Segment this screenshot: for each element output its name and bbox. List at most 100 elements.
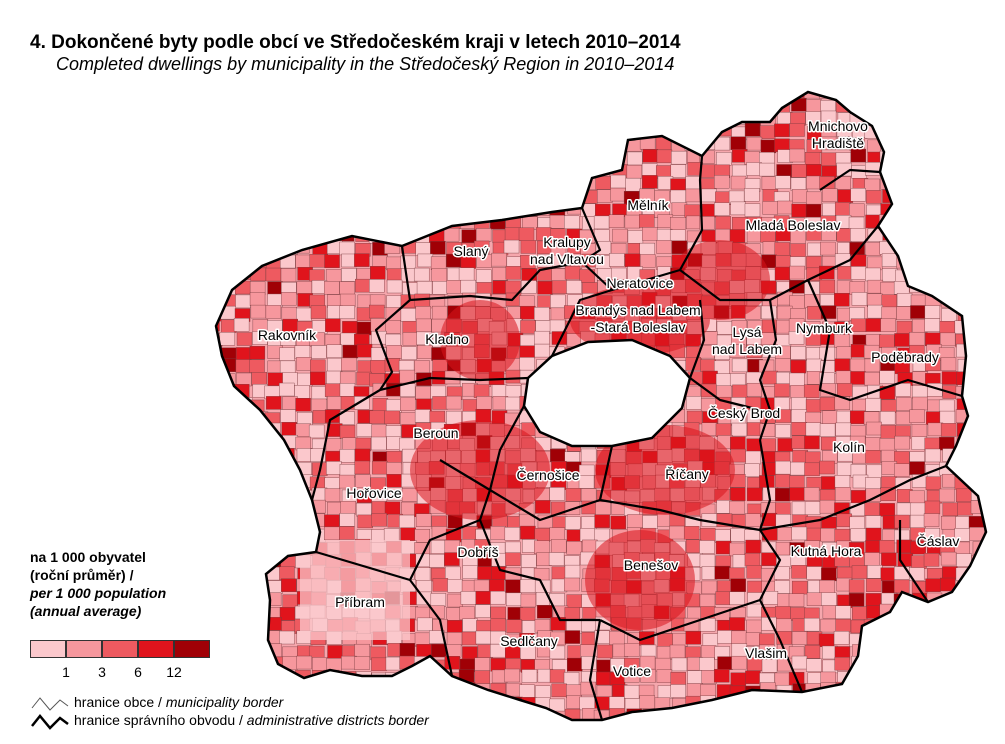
municipality-cell bbox=[760, 438, 776, 452]
municipality-cell bbox=[911, 436, 928, 450]
municipality-cell bbox=[971, 580, 986, 594]
municipality-cell bbox=[833, 631, 850, 645]
municipality-cell bbox=[911, 109, 927, 124]
municipality-cell bbox=[279, 177, 295, 191]
municipality-cell bbox=[924, 500, 941, 515]
municipality-cell bbox=[777, 527, 793, 541]
municipality-cell bbox=[280, 332, 296, 346]
municipality-cell bbox=[790, 724, 805, 737]
municipality-cell bbox=[984, 542, 986, 557]
municipality-cell bbox=[776, 618, 792, 633]
municipality-cell bbox=[864, 552, 880, 566]
municipality-cell bbox=[447, 579, 463, 593]
municipality-cell bbox=[746, 344, 762, 358]
municipality-cell bbox=[220, 435, 236, 449]
municipality-cell bbox=[447, 593, 463, 608]
municipality-cell bbox=[849, 708, 865, 720]
municipality-cell bbox=[504, 164, 521, 179]
municipality-cell bbox=[417, 92, 433, 99]
municipality-cell bbox=[356, 321, 373, 336]
municipality-cell bbox=[219, 215, 235, 230]
municipality-cell bbox=[746, 619, 762, 634]
municipality-cell bbox=[216, 382, 222, 397]
municipality-cell bbox=[338, 124, 355, 138]
municipality-cell bbox=[897, 229, 913, 243]
municipality-cell bbox=[281, 292, 297, 306]
municipality-cell bbox=[984, 320, 986, 334]
municipality-cell bbox=[822, 188, 838, 202]
municipality-cell bbox=[414, 165, 431, 180]
municipality-cell bbox=[791, 631, 808, 645]
municipality-cell bbox=[401, 204, 417, 218]
municipality-cell bbox=[235, 294, 251, 309]
municipality-cell bbox=[566, 541, 582, 555]
municipality-cell bbox=[296, 527, 312, 541]
municipality-cell bbox=[446, 164, 462, 178]
district-border-label-en: administrative districts border bbox=[246, 712, 429, 728]
municipality-cell bbox=[415, 696, 432, 711]
municipality-cell bbox=[216, 514, 221, 528]
municipality-cell bbox=[897, 163, 913, 177]
municipality-cell bbox=[956, 112, 972, 126]
municipality-cell bbox=[880, 632, 897, 647]
municipality-cell bbox=[325, 227, 341, 241]
municipality-cell bbox=[417, 253, 434, 268]
municipality-cell bbox=[505, 385, 522, 399]
municipality-cell bbox=[894, 463, 910, 477]
municipality-cell bbox=[625, 92, 641, 100]
municipality-cell bbox=[222, 162, 238, 177]
municipality-cell bbox=[234, 255, 251, 269]
municipality-cell bbox=[953, 592, 970, 606]
municipality-cell bbox=[924, 318, 940, 332]
municipality-cell bbox=[596, 123, 612, 137]
municipality-cell bbox=[493, 721, 508, 734]
municipality-cell bbox=[216, 568, 221, 582]
municipality-cell bbox=[834, 92, 851, 101]
municipality-cell bbox=[910, 97, 926, 112]
legend-title-en-2: (annual average) bbox=[30, 603, 142, 619]
municipality-cell bbox=[820, 136, 837, 151]
municipality-cell bbox=[717, 656, 733, 670]
municipality-cell bbox=[789, 372, 805, 387]
municipality-cell bbox=[505, 92, 521, 99]
municipality-cell bbox=[774, 383, 790, 397]
municipality-cell bbox=[851, 565, 868, 579]
municipality-cell bbox=[957, 603, 973, 618]
municipality-cell bbox=[354, 656, 370, 670]
municipality-cell bbox=[714, 202, 730, 216]
municipality-cell bbox=[267, 151, 283, 165]
municipality-cell bbox=[789, 123, 805, 137]
municipality-cell bbox=[819, 711, 835, 720]
municipality-cell bbox=[940, 551, 957, 566]
municipality-cell bbox=[807, 724, 822, 737]
municipality-cell bbox=[432, 396, 448, 410]
municipality-cell bbox=[744, 552, 761, 567]
municipality-cell bbox=[880, 723, 895, 736]
municipality-cell bbox=[564, 136, 580, 150]
municipality-cell bbox=[639, 214, 655, 228]
municipality-cell bbox=[216, 256, 220, 270]
municipality-cell bbox=[312, 92, 328, 102]
municipality-cell bbox=[429, 553, 445, 568]
municipality-cell bbox=[986, 241, 1001, 254]
municipality-cell bbox=[715, 591, 731, 605]
municipality-cell bbox=[221, 565, 238, 580]
municipality-cell bbox=[609, 631, 625, 645]
municipality-cell bbox=[446, 280, 462, 294]
dense-area-benesov bbox=[585, 530, 695, 630]
municipality-cell bbox=[985, 92, 986, 100]
municipality-cell bbox=[804, 92, 820, 99]
municipality-cell bbox=[237, 266, 253, 280]
district-border-label-cs: hranice správního obvodu / bbox=[74, 712, 247, 728]
municipality-cell bbox=[683, 526, 700, 540]
municipality-cell bbox=[507, 99, 523, 113]
municipality-cell bbox=[492, 708, 508, 720]
municipality-cell bbox=[791, 655, 808, 670]
municipality-cell bbox=[639, 695, 655, 709]
municipality-cell bbox=[519, 684, 535, 698]
municipality-cell bbox=[702, 125, 718, 140]
municipality-cell bbox=[505, 152, 522, 166]
border-rakovnik bbox=[374, 245, 412, 391]
municipality-cell bbox=[864, 358, 881, 373]
municipality-cell bbox=[252, 331, 268, 345]
